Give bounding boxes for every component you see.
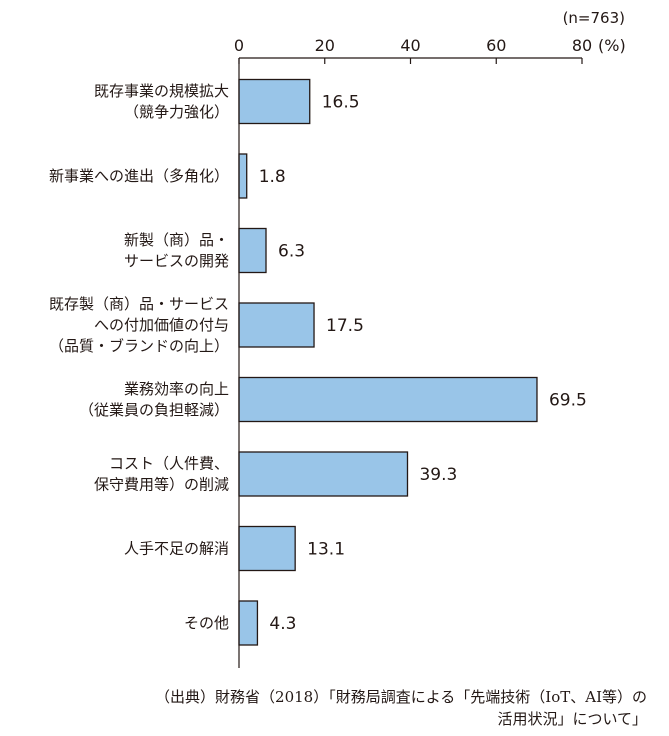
bar <box>238 227 267 274</box>
source-line-2: 活用状況」について」 <box>497 710 647 728</box>
value-label: 16.5 <box>322 93 360 113</box>
category-label: 新製（商）品・ <box>124 231 229 249</box>
category-label: への付加価値の付与 <box>94 316 229 334</box>
category-label: （従業員の負担軽減） <box>79 401 229 419</box>
category-label: 業務効率の向上 <box>124 380 229 398</box>
x-tick-label: 0 <box>234 36 244 55</box>
value-label: 1.8 <box>259 167 286 187</box>
category-label: サービスの開発 <box>124 252 229 270</box>
bar <box>238 153 248 199</box>
bar <box>238 451 409 497</box>
source-line-1: （出典）財務省（2018）「財務局調査による「先端技術（IoT、AI等）の <box>155 688 647 706</box>
x-tick-label: 40 <box>400 36 420 55</box>
value-label: 39.3 <box>419 465 457 485</box>
value-label: 4.3 <box>269 614 296 634</box>
bar <box>238 302 315 348</box>
value-label: 69.5 <box>549 391 587 411</box>
x-tick-label: 80 <box>572 36 592 55</box>
x-tick-label: 20 <box>315 36 335 55</box>
bar <box>238 525 296 572</box>
category-label: 人手不足の解消 <box>124 540 229 558</box>
source-note: （出典）財務省（2018）「財務局調査による「先端技術（IoT、AI等）の 活用… <box>7 686 647 730</box>
x-unit-label: (%) <box>598 36 626 55</box>
category-label: その他 <box>184 614 229 632</box>
category-label: 新事業への進出（多角化） <box>49 167 229 185</box>
x-tick-label: 60 <box>486 36 506 55</box>
category-label: 既存事業の規模拡大 <box>94 82 229 100</box>
value-label: 17.5 <box>326 316 364 336</box>
category-label: 保守費用等）の削減 <box>94 476 229 494</box>
bar <box>238 600 259 646</box>
category-label: 既存製（商）品・サービス <box>49 295 229 313</box>
value-label: 6.3 <box>278 242 305 262</box>
bar <box>238 376 538 423</box>
value-label: 13.1 <box>307 540 345 560</box>
bar <box>238 78 311 125</box>
category-label: コスト（人件費、 <box>109 455 229 473</box>
sample-size-note: (n=763) <box>563 9 625 27</box>
category-label: （品質・ブランドの向上） <box>49 337 229 355</box>
category-label: （競争力強化） <box>124 103 229 121</box>
